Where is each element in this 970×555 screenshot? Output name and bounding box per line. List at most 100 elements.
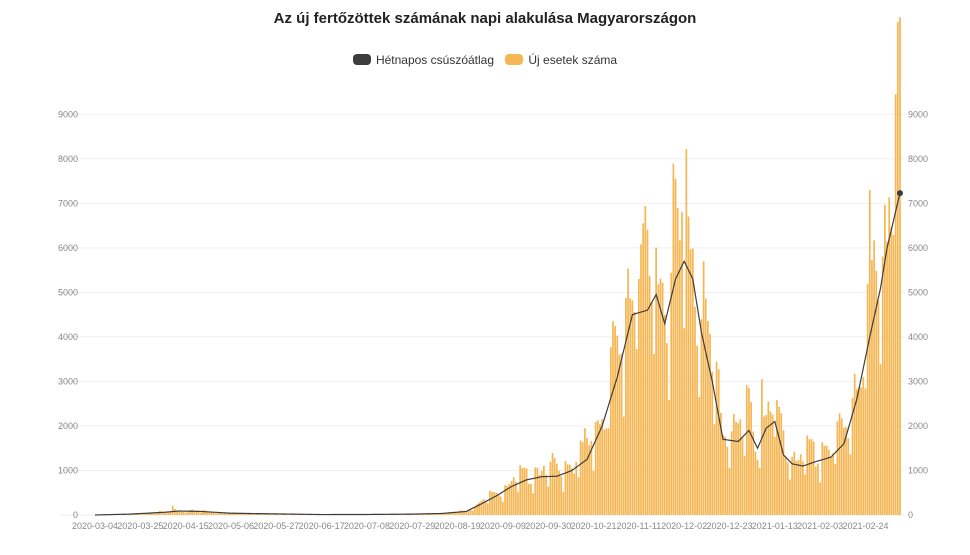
bar-daily-cases[interactable]	[150, 513, 152, 515]
bar-daily-cases[interactable]	[840, 418, 843, 515]
bar-daily-cases[interactable]	[683, 328, 686, 515]
bar-daily-cases[interactable]	[210, 512, 213, 515]
bar-daily-cases[interactable]	[830, 457, 832, 515]
bar-daily-cases[interactable]	[752, 431, 755, 515]
bar-daily-cases[interactable]	[547, 486, 550, 515]
bar-daily-cases[interactable]	[603, 429, 606, 515]
bar-daily-cases[interactable]	[437, 513, 440, 515]
bar-daily-cases[interactable]	[711, 371, 714, 515]
bar-daily-cases[interactable]	[700, 319, 703, 515]
bar-daily-cases[interactable]	[741, 437, 744, 515]
bar-daily-cases[interactable]	[560, 476, 563, 515]
bar-daily-cases[interactable]	[169, 512, 172, 515]
bar-daily-cases[interactable]	[890, 226, 893, 515]
bar-daily-cases[interactable]	[467, 510, 470, 515]
bar-daily-cases[interactable]	[750, 402, 752, 515]
bar-daily-cases[interactable]	[622, 416, 625, 515]
bar-daily-cases[interactable]	[499, 496, 502, 515]
bar-daily-cases[interactable]	[812, 441, 815, 515]
bar-daily-cases[interactable]	[273, 514, 275, 515]
bar-daily-cases[interactable]	[730, 431, 733, 515]
bar-daily-cases[interactable]	[448, 512, 450, 515]
bar-daily-cases[interactable]	[648, 276, 651, 515]
bar-daily-cases[interactable]	[208, 511, 211, 515]
bar-daily-cases[interactable]	[819, 482, 822, 516]
bar-daily-cases[interactable]	[549, 461, 552, 515]
bar-daily-cases[interactable]	[722, 435, 724, 515]
bar-daily-cases[interactable]	[756, 459, 759, 515]
bar-daily-cases[interactable]	[892, 234, 895, 515]
bar-daily-cases[interactable]	[243, 513, 245, 515]
bar-daily-cases[interactable]	[588, 445, 591, 515]
bar-daily-cases[interactable]	[696, 345, 698, 515]
bar-daily-cases[interactable]	[847, 438, 850, 515]
bar-daily-cases[interactable]	[426, 514, 429, 515]
bar-daily-cases[interactable]	[644, 205, 647, 515]
series-last-point[interactable]	[897, 190, 903, 197]
bar-daily-cases[interactable]	[767, 401, 770, 515]
bar-daily-cases[interactable]	[502, 501, 504, 515]
bar-daily-cases[interactable]	[478, 502, 481, 515]
bar-daily-cases[interactable]	[225, 512, 228, 515]
bar-daily-cases[interactable]	[821, 442, 824, 515]
bar-daily-cases[interactable]	[873, 240, 875, 515]
bar-daily-cases[interactable]	[156, 512, 159, 515]
bar-daily-cases[interactable]	[152, 513, 155, 515]
bar-daily-cases[interactable]	[793, 451, 796, 515]
bar-daily-cases[interactable]	[638, 279, 640, 515]
bar-daily-cases[interactable]	[646, 229, 649, 516]
bar-daily-cases[interactable]	[471, 510, 474, 515]
bar-daily-cases[interactable]	[575, 461, 578, 515]
bar-daily-cases[interactable]	[497, 494, 500, 515]
bar-daily-cases[interactable]	[748, 388, 750, 515]
bar-daily-cases[interactable]	[191, 509, 193, 515]
bar-daily-cases[interactable]	[566, 464, 569, 515]
bar-daily-cases[interactable]	[206, 511, 209, 515]
bar-daily-cases[interactable]	[735, 421, 737, 515]
bar-daily-cases[interactable]	[881, 256, 884, 515]
bar-daily-cases[interactable]	[851, 397, 854, 515]
bar-daily-cases[interactable]	[601, 419, 604, 515]
bar-daily-cases[interactable]	[771, 414, 774, 515]
bar-daily-cases[interactable]	[754, 451, 757, 515]
bar-daily-cases[interactable]	[737, 423, 739, 515]
bar-daily-cases[interactable]	[612, 321, 614, 515]
bar-daily-cases[interactable]	[663, 314, 666, 515]
bar-daily-cases[interactable]	[577, 477, 580, 515]
bar-daily-cases[interactable]	[592, 471, 595, 515]
bar-daily-cases[interactable]	[899, 17, 901, 516]
bar-daily-cases[interactable]	[758, 468, 761, 515]
bar-daily-cases[interactable]	[441, 514, 444, 515]
bar-daily-cases[interactable]	[786, 462, 789, 515]
bar-daily-cases[interactable]	[761, 379, 763, 515]
bar-daily-cases[interactable]	[795, 461, 798, 515]
bar-daily-cases[interactable]	[894, 94, 897, 515]
bar-daily-cases[interactable]	[247, 513, 250, 515]
bar-daily-cases[interactable]	[655, 247, 657, 515]
bar-daily-cases[interactable]	[519, 465, 522, 515]
bar-daily-cases[interactable]	[271, 513, 273, 515]
bar-daily-cases[interactable]	[791, 456, 793, 515]
bar-daily-cases[interactable]	[530, 483, 532, 515]
bar-daily-cases[interactable]	[562, 491, 565, 515]
bar-daily-cases[interactable]	[668, 400, 670, 515]
bar-daily-cases[interactable]	[594, 421, 597, 515]
bar-daily-cases[interactable]	[586, 437, 588, 515]
bar-daily-cases[interactable]	[862, 376, 865, 515]
bar-daily-cases[interactable]	[480, 500, 483, 515]
bar-daily-cases[interactable]	[275, 514, 278, 515]
bar-daily-cases[interactable]	[148, 513, 150, 515]
bar-daily-cases[interactable]	[197, 511, 200, 515]
bar-daily-cases[interactable]	[506, 485, 509, 515]
bar-daily-cases[interactable]	[219, 512, 222, 515]
bar-daily-cases[interactable]	[202, 510, 204, 515]
bar-daily-cases[interactable]	[193, 510, 196, 515]
bar-daily-cases[interactable]	[534, 467, 537, 515]
bar-daily-cases[interactable]	[825, 445, 828, 515]
bar-daily-cases[interactable]	[653, 354, 655, 515]
bar-daily-cases[interactable]	[489, 490, 491, 515]
bar-daily-cases[interactable]	[584, 428, 586, 515]
bar-daily-cases[interactable]	[465, 510, 468, 515]
bar-daily-cases[interactable]	[849, 454, 852, 515]
bar-daily-cases[interactable]	[493, 492, 496, 515]
